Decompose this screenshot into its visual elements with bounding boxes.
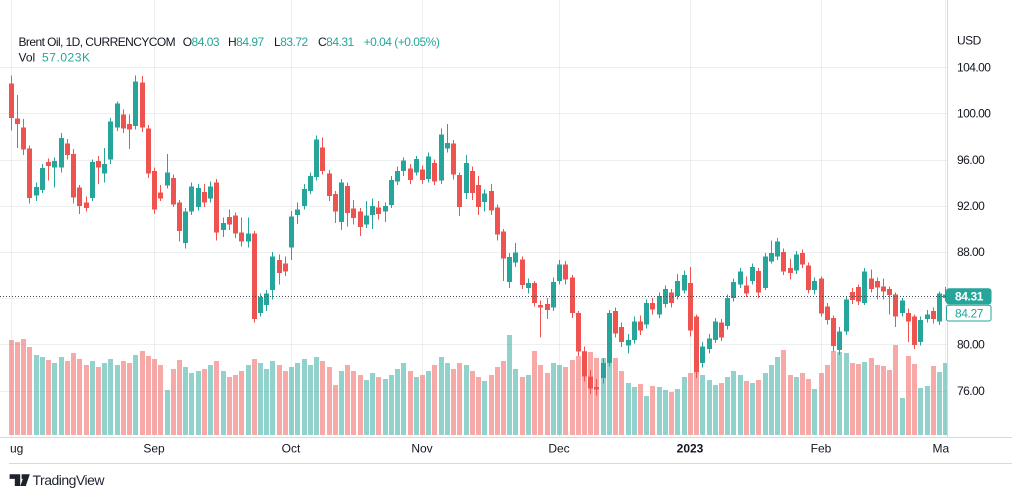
svg-text:Oct: Oct — [282, 442, 301, 456]
svg-text:H84.97: H84.97 — [228, 35, 265, 49]
svg-text:96.00: 96.00 — [957, 153, 985, 167]
svg-text:Vol: Vol — [19, 51, 36, 65]
svg-text:O84.03: O84.03 — [183, 35, 220, 49]
svg-text:88.00: 88.00 — [957, 245, 985, 259]
svg-text:80.00: 80.00 — [957, 338, 985, 352]
svg-text:84.31: 84.31 — [955, 290, 984, 304]
svg-text:104.00: 104.00 — [957, 60, 991, 74]
svg-text:C84.31: C84.31 — [318, 35, 355, 49]
svg-text:84.27: 84.27 — [955, 306, 984, 320]
svg-text:57.023K: 57.023K — [42, 51, 91, 65]
svg-text:ug: ug — [10, 442, 23, 456]
svg-text:92.00: 92.00 — [957, 199, 985, 213]
svg-text:+0.04 (+0.05%): +0.04 (+0.05%) — [364, 35, 440, 49]
svg-text:2023: 2023 — [677, 442, 704, 456]
svg-text:Dec: Dec — [548, 442, 569, 456]
svg-text:Feb: Feb — [811, 442, 832, 456]
svg-text:76.00: 76.00 — [957, 384, 985, 398]
svg-text:Ma: Ma — [933, 442, 950, 456]
svg-text:USD: USD — [957, 34, 982, 48]
svg-text:100.00: 100.00 — [957, 107, 991, 121]
svg-text:TradingView: TradingView — [33, 472, 106, 488]
svg-text:Brent Oil, 1D, CURRENCYCOM: Brent Oil, 1D, CURRENCYCOM — [19, 35, 176, 49]
svg-text:Nov: Nov — [411, 442, 432, 456]
svg-text:Sep: Sep — [143, 442, 165, 456]
svg-text:L83.72: L83.72 — [274, 35, 309, 49]
